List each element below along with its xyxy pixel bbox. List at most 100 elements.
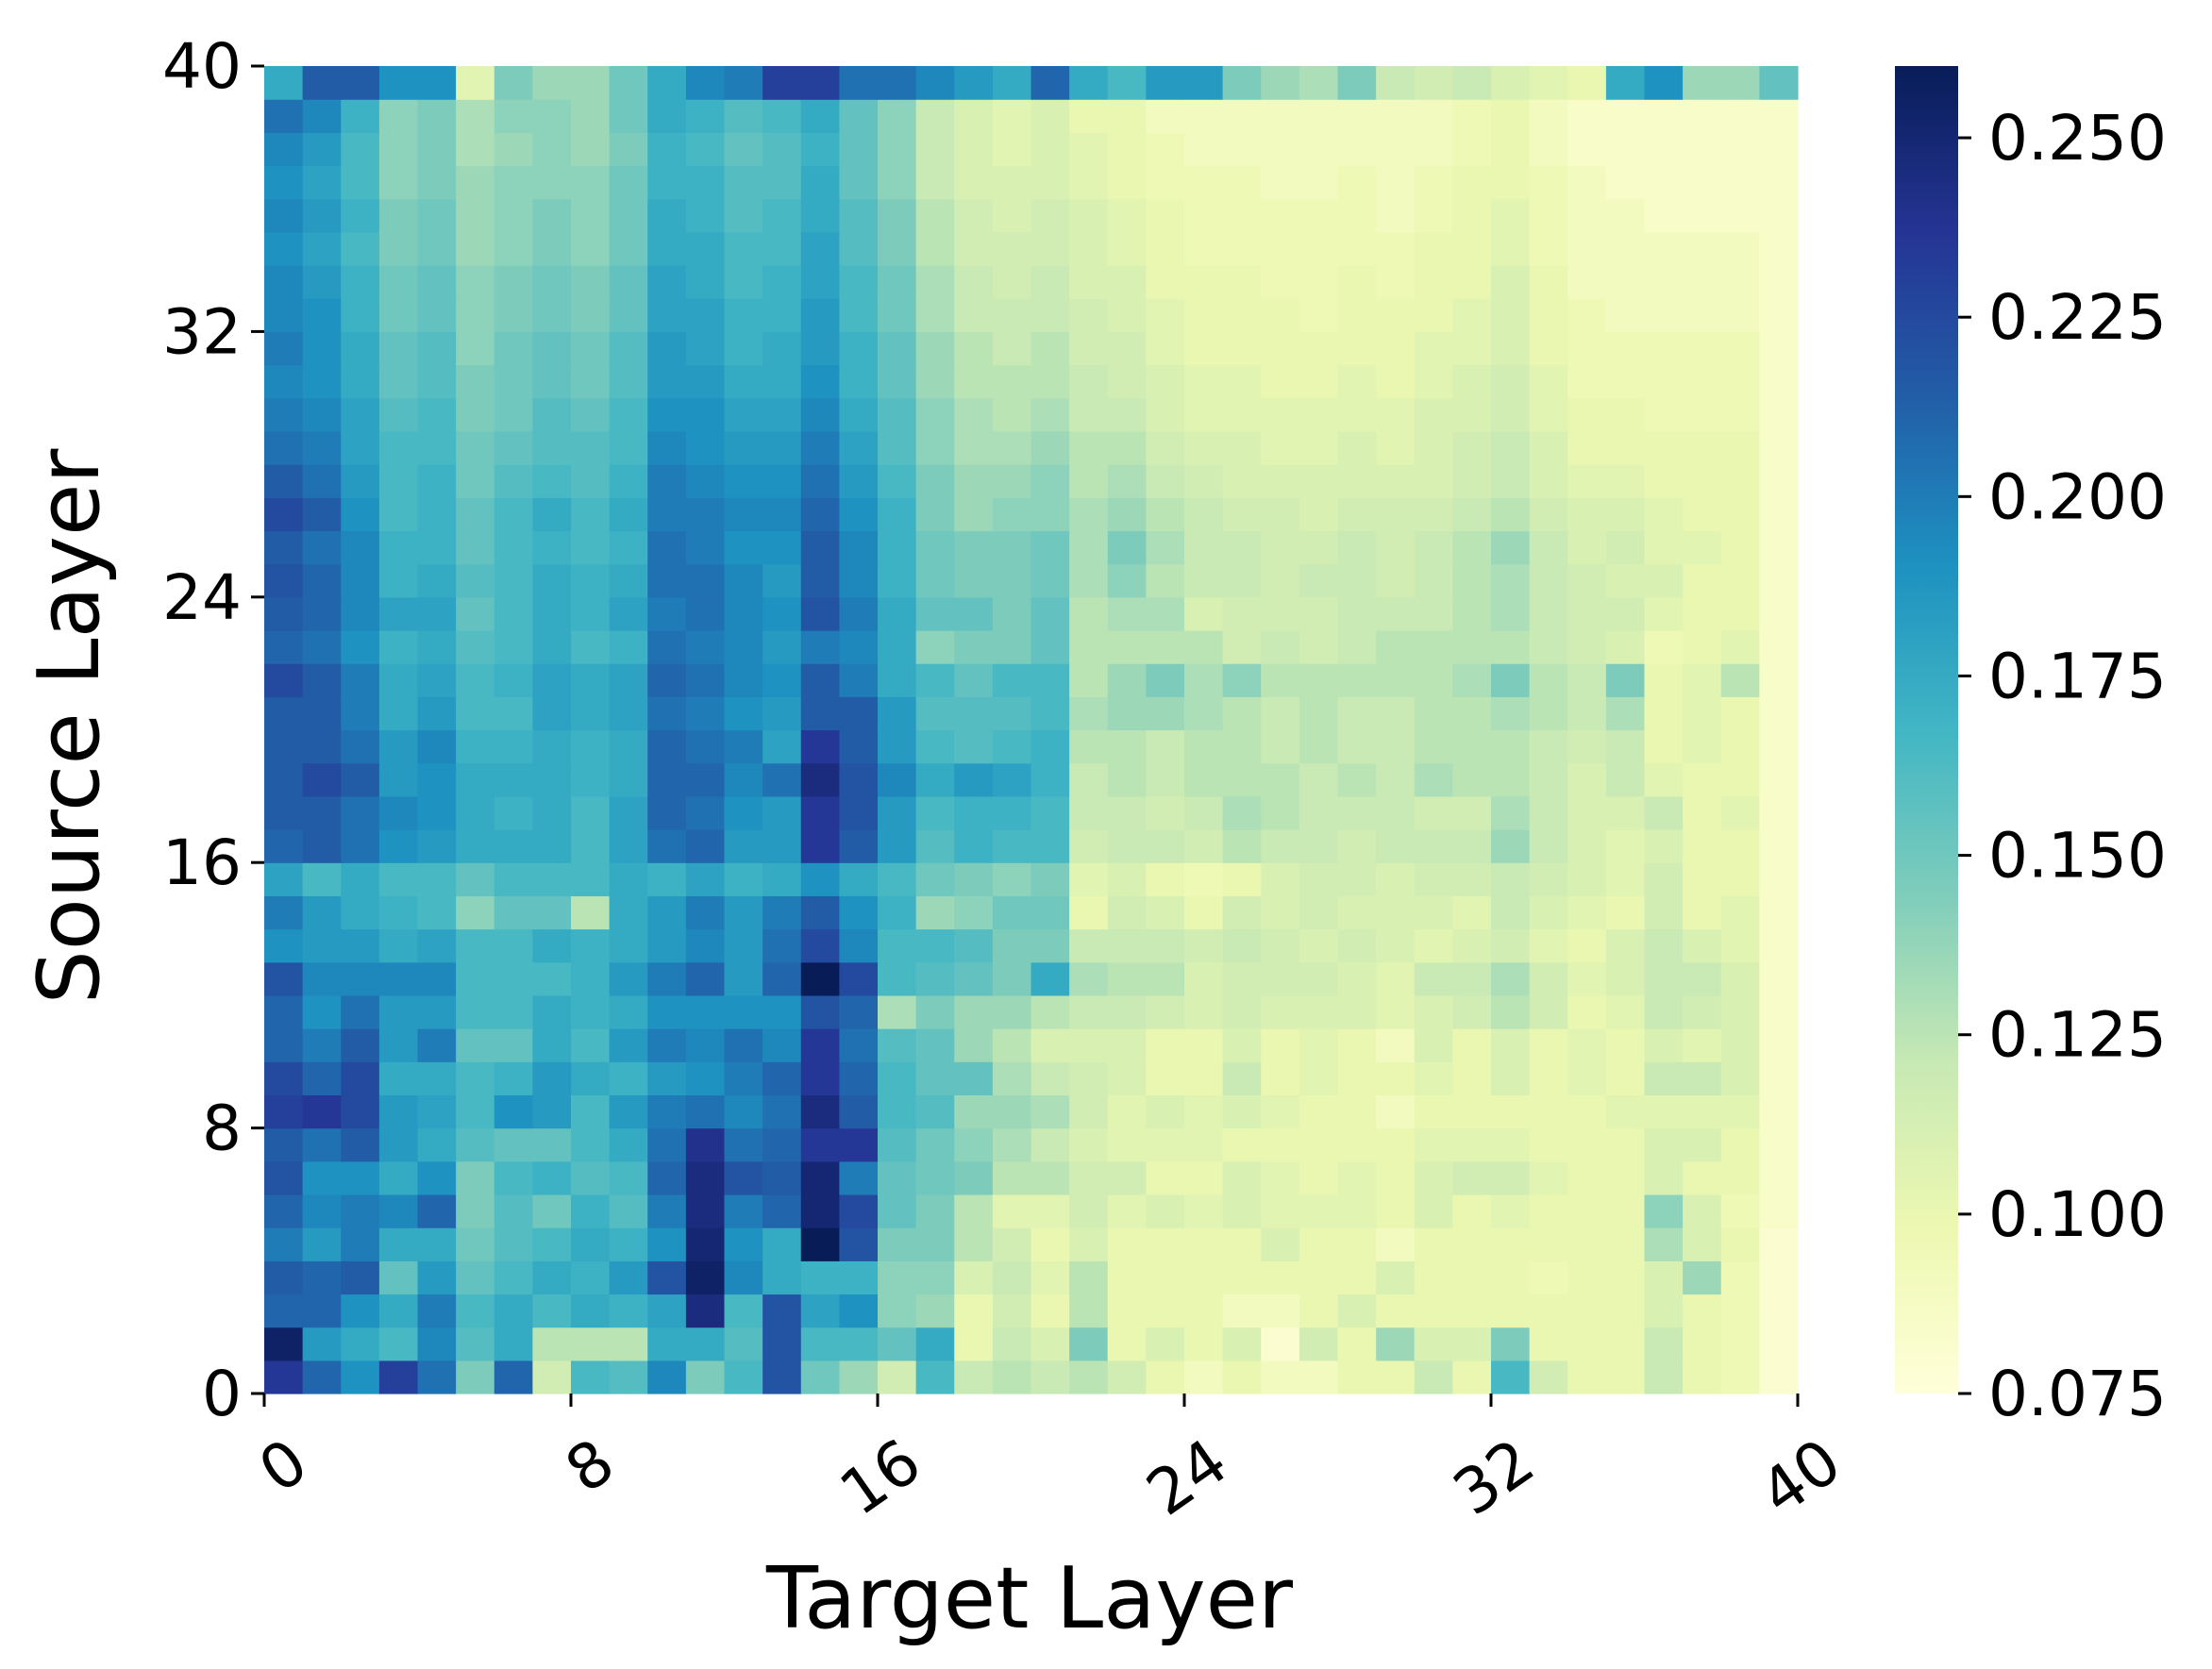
heatmap-cell xyxy=(724,1227,763,1261)
heatmap-cell xyxy=(378,729,419,764)
heatmap-cell xyxy=(1529,66,1568,100)
heatmap-cell xyxy=(762,663,802,697)
heatmap-cell xyxy=(800,430,840,465)
heatmap-cell xyxy=(685,497,726,532)
heatmap-cell xyxy=(494,1327,533,1361)
heatmap-cell xyxy=(378,364,419,399)
heatmap-cell xyxy=(1720,231,1760,266)
colorbar-tick-label: 0.250 xyxy=(1988,102,2167,175)
heatmap-cell xyxy=(1605,1227,1646,1261)
heatmap-cell xyxy=(571,629,611,664)
heatmap-cell xyxy=(494,331,533,366)
heatmap-cell xyxy=(915,563,955,598)
heatmap-cell xyxy=(302,663,342,697)
heatmap-cell xyxy=(1720,596,1760,631)
heatmap-cell xyxy=(1644,99,1684,133)
heatmap-cell xyxy=(1567,364,1607,399)
heatmap-cell xyxy=(1376,397,1416,432)
heatmap-cell xyxy=(264,1360,304,1394)
heatmap-cell xyxy=(1567,663,1607,697)
heatmap-cell xyxy=(1261,729,1300,764)
heatmap-cell xyxy=(1759,298,1799,332)
heatmap-cell xyxy=(915,430,955,465)
heatmap-cell xyxy=(1529,1094,1568,1129)
heatmap-cell xyxy=(1759,1127,1799,1162)
heatmap-cell xyxy=(685,563,726,598)
heatmap-cell xyxy=(724,265,763,299)
heatmap-cell xyxy=(1683,663,1722,697)
heatmap-cell xyxy=(341,994,380,1029)
heatmap-cell xyxy=(762,729,802,764)
heatmap-cell xyxy=(532,1327,572,1361)
heatmap-cell xyxy=(1146,829,1185,863)
heatmap-cell xyxy=(1069,1293,1109,1328)
heatmap-cell xyxy=(954,1360,994,1394)
heatmap-cell xyxy=(685,265,726,299)
heatmap-cell xyxy=(264,994,304,1029)
heatmap-cell xyxy=(1529,1028,1568,1062)
heatmap-cell xyxy=(800,1360,840,1394)
heatmap-cell xyxy=(571,762,611,797)
heatmap-cell xyxy=(1031,265,1070,299)
heatmap-cell xyxy=(1337,696,1377,731)
heatmap-cell xyxy=(264,762,304,797)
heatmap-cell xyxy=(992,994,1032,1029)
heatmap-cell xyxy=(915,1028,955,1062)
heatmap-cell xyxy=(1567,762,1607,797)
heatmap-cell xyxy=(1491,895,1531,930)
heatmap-cell xyxy=(1337,298,1377,332)
heatmap-cell xyxy=(1107,895,1147,930)
heatmap-cell xyxy=(494,1193,533,1228)
heatmap-cell xyxy=(532,663,572,697)
heatmap-cell xyxy=(1720,298,1760,332)
heatmap-cell xyxy=(647,165,687,200)
heatmap-cell xyxy=(1184,696,1224,731)
heatmap-cell xyxy=(1605,729,1646,764)
heatmap-cell xyxy=(647,66,687,100)
heatmap-cell xyxy=(456,1260,495,1295)
heatmap-cell xyxy=(1146,696,1185,731)
heatmap-cell xyxy=(532,99,572,133)
heatmap-cell xyxy=(1683,1327,1722,1361)
heatmap-cell xyxy=(1720,132,1760,167)
heatmap-cell xyxy=(1107,231,1147,266)
heatmap-cell xyxy=(1414,464,1453,498)
heatmap-cell xyxy=(1414,729,1453,764)
heatmap-cell xyxy=(1529,364,1568,399)
heatmap-cell xyxy=(685,895,726,930)
heatmap-cell xyxy=(954,829,994,863)
heatmap-cell xyxy=(1491,1127,1531,1162)
heatmap-cell xyxy=(1567,829,1607,863)
heatmap-cell xyxy=(915,231,955,266)
heatmap-cell xyxy=(1452,994,1492,1029)
heatmap-cell xyxy=(1720,530,1760,565)
heatmap-cell xyxy=(378,132,419,167)
heatmap-cell xyxy=(302,829,342,863)
heatmap-cell xyxy=(456,66,495,100)
heatmap-cell xyxy=(1720,563,1760,598)
heatmap-cell xyxy=(1261,961,1300,996)
heatmap-cell xyxy=(1184,663,1224,697)
heatmap-cell xyxy=(1491,1327,1531,1361)
heatmap-cell xyxy=(992,464,1032,498)
heatmap-cell xyxy=(647,364,687,399)
heatmap-cell xyxy=(1184,1028,1224,1062)
heatmap-cell xyxy=(1069,1094,1109,1129)
heatmap-cell xyxy=(609,132,648,167)
heatmap-cell xyxy=(456,430,495,465)
x-tick-label: 0 xyxy=(246,1425,321,1507)
heatmap-cell xyxy=(992,364,1032,399)
heatmap-cell xyxy=(264,862,304,896)
heatmap-cell xyxy=(1491,762,1531,797)
heatmap-cell xyxy=(1759,331,1799,366)
heatmap-cell xyxy=(992,1193,1032,1228)
heatmap-cell xyxy=(1222,1260,1262,1295)
heatmap-cell xyxy=(762,497,802,532)
heatmap-cell xyxy=(1031,99,1070,133)
heatmap-cell xyxy=(1337,1293,1377,1328)
heatmap-cell xyxy=(1031,994,1070,1029)
heatmap-cell xyxy=(1031,862,1070,896)
heatmap-cell xyxy=(647,1193,687,1228)
heatmap-cell xyxy=(609,198,648,233)
heatmap-cell xyxy=(341,464,380,498)
